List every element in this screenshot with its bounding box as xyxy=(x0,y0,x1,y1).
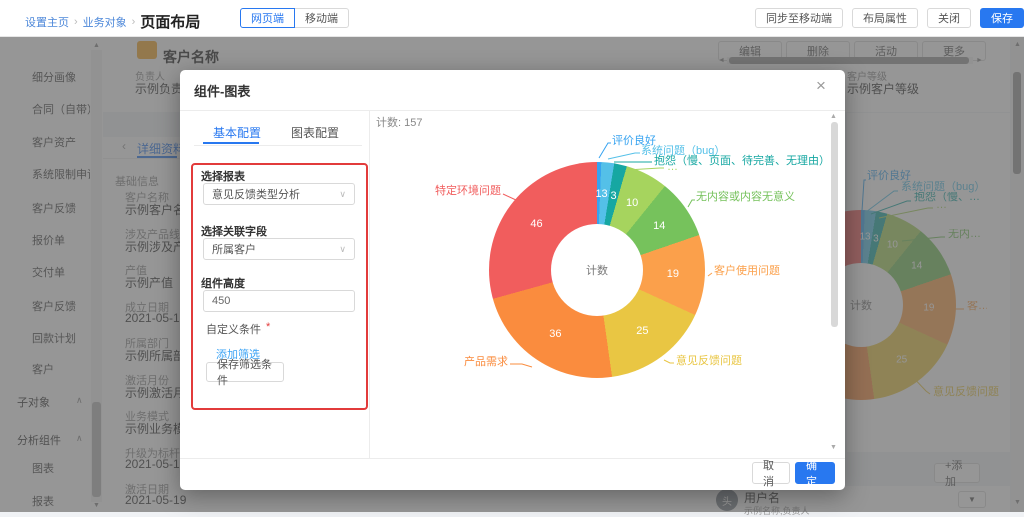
segment-value: 46 xyxy=(530,217,543,230)
height-input[interactable]: 450 xyxy=(203,290,355,312)
modal-scroll-down-icon[interactable]: ▼ xyxy=(830,444,837,451)
modal-close-icon[interactable]: × xyxy=(816,76,826,95)
add-filter-link[interactable]: 添加筛选 xyxy=(216,349,260,361)
segment-value: 3 xyxy=(610,189,617,202)
segment-value: 19 xyxy=(666,267,680,280)
report-select-label: 选择报表 xyxy=(201,171,245,183)
height-input-label: 组件高度 xyxy=(201,278,245,290)
segment-label: 评价良好 xyxy=(612,135,656,147)
report-select-value: 意见反馈类型分析 xyxy=(212,189,300,201)
tab-chart-config[interactable]: 图表配置 xyxy=(291,126,340,140)
modal-pane-divider xyxy=(369,111,370,458)
tab-basic-config[interactable]: 基本配置 xyxy=(213,126,262,140)
breadcrumb-separator: › xyxy=(131,15,136,28)
modal-footer-divider xyxy=(180,458,845,459)
save-button[interactable]: 保存 xyxy=(980,8,1024,28)
breadcrumb-objects[interactable]: 业务对象 xyxy=(82,16,127,29)
segment-value: 36 xyxy=(549,327,562,340)
topbar-actions: 同步至移动端 布局属性 关闭 保存 xyxy=(755,8,1024,28)
breadcrumb: 设置主页 › 业务对象 › 页面布局 xyxy=(25,11,200,32)
condition-label: 自定义条件 xyxy=(206,324,261,336)
segment-label: 意见反馈问题 xyxy=(676,355,742,367)
chevron-down-icon: ∨ xyxy=(339,188,346,199)
segment-value: 14 xyxy=(653,220,666,233)
report-select[interactable]: 意见反馈类型分析 ∨ xyxy=(203,183,355,205)
segment-label: 客户使用问题 xyxy=(714,265,780,277)
annotation-highlight-box xyxy=(191,163,368,410)
toggle-mobile-button[interactable]: 移动端 xyxy=(294,8,349,28)
active-tab-underline xyxy=(203,142,259,144)
required-mark: * xyxy=(266,321,271,333)
cancel-button[interactable]: 取消 xyxy=(752,460,790,488)
segment-value: 10 xyxy=(625,196,639,209)
segment-label: … xyxy=(667,161,678,173)
page-title: 页面布局 xyxy=(140,14,201,31)
segment-value: 3 xyxy=(601,188,608,201)
donut-ring xyxy=(489,162,705,378)
close-button[interactable]: 关闭 xyxy=(927,8,971,28)
chevron-down-icon: ∨ xyxy=(339,243,346,254)
donut-center-label: 计数 xyxy=(551,224,643,316)
relation-select-value: 所属客户 xyxy=(212,244,256,256)
height-input-value: 450 xyxy=(212,295,231,307)
segment-value: 25 xyxy=(636,324,649,337)
modal-scrollbar[interactable] xyxy=(831,122,839,442)
segment-label: 无内容或内容无意义 xyxy=(696,191,795,203)
chart-component-modal: 组件-图表 × 基本配置 图表配置 选择报表 意见反馈类型分析 ∨ 选择关联字段… xyxy=(180,70,845,490)
modal-scroll-up-icon[interactable]: ▲ xyxy=(830,113,837,120)
save-filter-button[interactable]: 保存筛选条件 xyxy=(206,359,284,387)
modal-title: 组件-图表 xyxy=(194,84,251,99)
breadcrumb-home[interactable]: 设置主页 xyxy=(25,16,69,29)
ok-button[interactable]: 确定 xyxy=(795,460,835,488)
relation-select-label: 选择关联字段 xyxy=(201,226,267,238)
segment-value: 1 xyxy=(595,188,602,200)
view-toggle: 网页端 移动端 xyxy=(240,8,349,28)
toggle-web-button[interactable]: 网页端 xyxy=(240,8,295,28)
breadcrumb-separator: › xyxy=(74,15,78,28)
layout-properties-button[interactable]: 布局属性 xyxy=(852,8,918,28)
segment-label: 系统问题（bug） xyxy=(641,145,726,157)
top-bar: 设置主页 › 业务对象 › 页面布局 网页端 移动端 同步至移动端 布局属性 关… xyxy=(0,0,1024,37)
tab-row-border xyxy=(194,145,362,146)
relation-select[interactable]: 所属客户 ∨ xyxy=(203,238,355,260)
segment-label: 抱怨（慢、页面、待完善、无理由） xyxy=(654,155,830,167)
chart-count-title: 计数: 157 xyxy=(376,117,423,129)
modal-header-divider xyxy=(180,110,845,111)
sync-to-mobile-button[interactable]: 同步至移动端 xyxy=(755,8,843,28)
